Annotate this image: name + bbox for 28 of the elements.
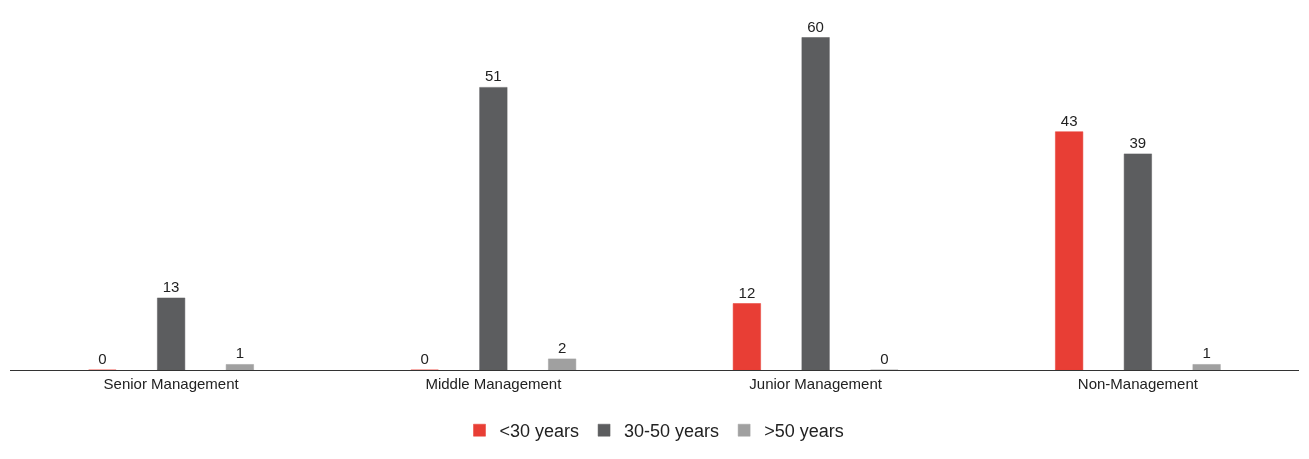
bar xyxy=(732,303,761,370)
bar xyxy=(1123,153,1152,370)
data-label: 0 xyxy=(880,350,889,367)
data-label: 0 xyxy=(420,350,429,367)
bar xyxy=(1192,364,1221,370)
x-tick-label: Senior Management xyxy=(103,375,240,392)
x-tick-label: Non-Management xyxy=(1077,375,1199,392)
bar xyxy=(225,364,254,370)
data-label: 1 xyxy=(1202,344,1211,362)
x-tick-label: Junior Management xyxy=(749,375,883,392)
data-label: 13 xyxy=(162,277,180,295)
data-label: 51 xyxy=(485,67,502,85)
data-label: 2 xyxy=(557,338,567,356)
data-label: 43 xyxy=(1060,111,1078,129)
bar xyxy=(548,358,577,370)
legend-label: >50 years xyxy=(764,421,844,442)
legend-label: <30 years xyxy=(499,421,580,442)
bar xyxy=(157,297,186,370)
x-tick-label: Middle Management xyxy=(425,375,563,392)
data-label: 60 xyxy=(807,17,824,35)
bar xyxy=(801,37,830,370)
bar xyxy=(1055,131,1084,370)
data-label: 0 xyxy=(98,350,107,367)
legend-label: 30-50 years xyxy=(624,421,720,442)
data-label: 1 xyxy=(235,344,245,362)
data-label: 39 xyxy=(1129,133,1147,151)
bar xyxy=(479,87,508,370)
data-label: 12 xyxy=(738,283,756,301)
